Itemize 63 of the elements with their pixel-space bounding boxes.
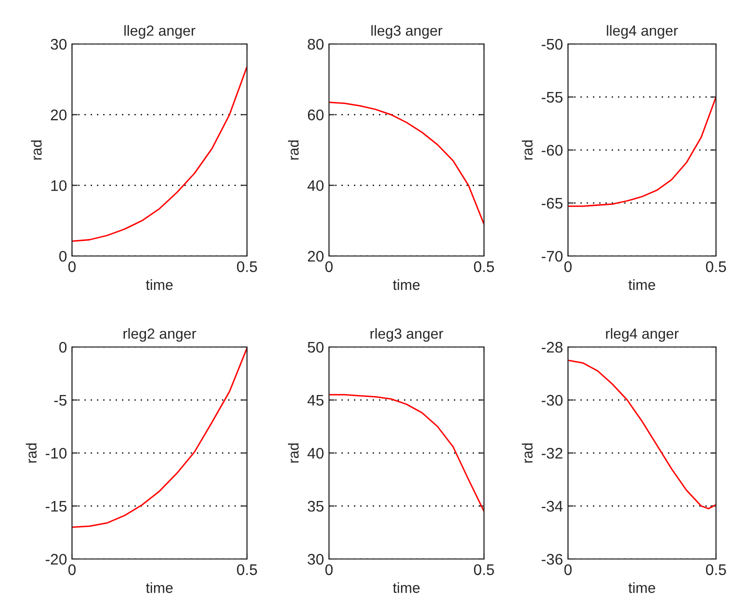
y-axis-title: rad: [30, 140, 42, 160]
x-tick-label: 0: [564, 261, 572, 272]
y-axis-title: rad: [288, 140, 299, 160]
y-tick-label: 10: [51, 180, 67, 192]
y-tick-label: -32: [542, 448, 562, 459]
line-series: [329, 102, 484, 225]
x-tick-label: 0: [68, 564, 76, 576]
y-tick-label: 45: [308, 395, 324, 406]
x-tick-label: 0.5: [236, 564, 257, 576]
chart-title: rleg3 anger: [370, 328, 444, 342]
x-tick-label: 0.5: [474, 564, 494, 576]
x-axis-title: time: [392, 279, 420, 290]
line-series: [568, 96, 716, 207]
y-tick-label: 80: [308, 38, 324, 50]
y-tick-label: -34: [542, 500, 563, 512]
y-tick-label: -15: [46, 501, 66, 512]
x-tick-label: 0.5: [474, 261, 494, 272]
y-tick-label: -5: [54, 395, 66, 406]
y-tick-label: 40: [308, 448, 324, 459]
x-tick-label: 0: [564, 564, 572, 576]
y-tick-label: 40: [308, 180, 324, 192]
y-tick-label: 35: [308, 500, 324, 512]
chart-title: rleg4 anger: [606, 328, 679, 342]
x-tick-label: 0.5: [236, 261, 257, 272]
x-tick-label: 0.5: [706, 564, 726, 576]
line-series: [329, 394, 484, 512]
y-tick-label: -65: [542, 198, 562, 209]
y-tick-label: 50: [308, 342, 324, 353]
y-tick-label: -36: [542, 554, 562, 565]
x-tick-label: 0: [325, 261, 333, 272]
y-axis-title: rad: [522, 140, 533, 160]
y-tick-label: 20: [308, 250, 324, 262]
y-tick-label: 0: [59, 342, 67, 353]
x-tick-label: 0: [325, 564, 333, 576]
chart-title: lleg3 anger: [371, 25, 442, 39]
y-tick-label: 0: [59, 250, 67, 262]
y-tick-label: 30: [50, 38, 67, 50]
x-tick-label: 0: [68, 261, 76, 272]
y-tick-label: -10: [46, 448, 67, 459]
y-tick-label: -70: [542, 250, 563, 262]
line-series: [72, 66, 247, 242]
chart-title: lleg4 anger: [606, 25, 678, 39]
x-axis-title: time: [628, 582, 656, 593]
y-tick-label: 60: [308, 110, 324, 120]
x-axis-title: time: [628, 279, 656, 290]
y-axis-title: rad: [26, 443, 37, 463]
chart-title: rleg2 anger: [124, 328, 196, 342]
y-tick-label: 30: [308, 554, 324, 565]
y-tick-label: -55: [542, 92, 562, 103]
y-tick-label: -60: [542, 144, 563, 156]
y-axis-title: rad: [288, 443, 299, 463]
y-tick-label: 20: [50, 110, 67, 120]
y-tick-label: -50: [542, 38, 563, 50]
line-series: [568, 360, 716, 510]
y-tick-label: -30: [542, 394, 563, 406]
y-axis-title: rad: [522, 443, 533, 463]
x-axis-title: time: [146, 279, 173, 290]
chart-title: lleg2 anger: [124, 25, 196, 39]
x-tick-label: 0.5: [706, 261, 726, 272]
y-tick-label: -28: [542, 342, 562, 353]
y-tick-label: -20: [46, 554, 67, 565]
x-axis-title: time: [392, 582, 420, 593]
x-axis-title: time: [146, 582, 173, 593]
